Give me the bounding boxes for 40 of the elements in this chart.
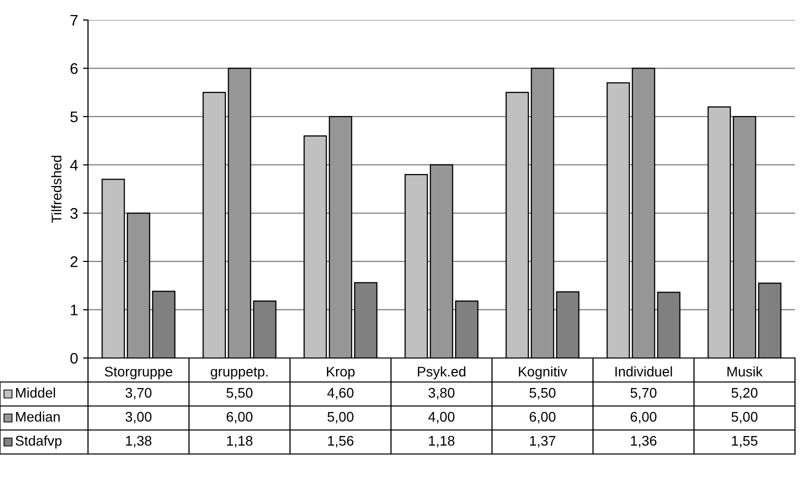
y-tick-label: 1 [70, 304, 78, 316]
data-label: 3,00 [126, 412, 152, 424]
data-label: 1,38 [126, 436, 152, 448]
data-label: 5,00 [328, 412, 354, 424]
legend-label: Median [16, 412, 60, 422]
data-label: 5,70 [630, 388, 656, 400]
data-label: 1,18 [227, 436, 252, 448]
y-tick-label: 3 [70, 208, 78, 219]
y-tick-label: 6 [70, 63, 78, 74]
y-tick-label: 4 [70, 160, 78, 170]
y-tick-label: 0 [70, 352, 78, 364]
data-label: 6,00 [630, 412, 656, 424]
y-tick-label: 2 [70, 256, 78, 267]
legend-label: Stdafvp [16, 436, 62, 448]
x-tick-label: Storgruppe [104, 366, 172, 380]
data-label: 4,60 [327, 388, 354, 400]
data-label: 1,36 [631, 436, 656, 448]
data-label: 5,50 [530, 388, 556, 400]
y-tick-label: 7 [70, 15, 78, 26]
data-label: 3,80 [428, 388, 454, 400]
data-label: 5,00 [732, 412, 758, 424]
x-tick-label: Individuel [615, 366, 672, 377]
data-label: 1,56 [328, 436, 354, 448]
data-label: 6,00 [226, 412, 252, 424]
data-label: 1,18 [429, 436, 454, 448]
data-label: 5,50 [226, 388, 252, 400]
legend-label: Middel [16, 388, 55, 398]
data-label: 4,00 [428, 412, 454, 424]
x-tick-label: Krop [326, 366, 355, 380]
data-label: 1,55 [732, 436, 758, 448]
x-tick-label: Musik [728, 366, 763, 377]
data-label: 6,00 [530, 412, 556, 424]
x-tick-label: Kognitiv [518, 366, 568, 380]
x-tick-label: Psyk.ed [418, 366, 466, 380]
y-tick-label: 5 [70, 112, 78, 122]
data-label: 1,37 [530, 436, 556, 448]
data-label: 5,20 [732, 388, 758, 400]
data-label: 3,70 [126, 388, 152, 400]
y-axis-title: Tilfredshed [51, 156, 62, 223]
x-tick-label: gruppetp. [210, 367, 268, 380]
